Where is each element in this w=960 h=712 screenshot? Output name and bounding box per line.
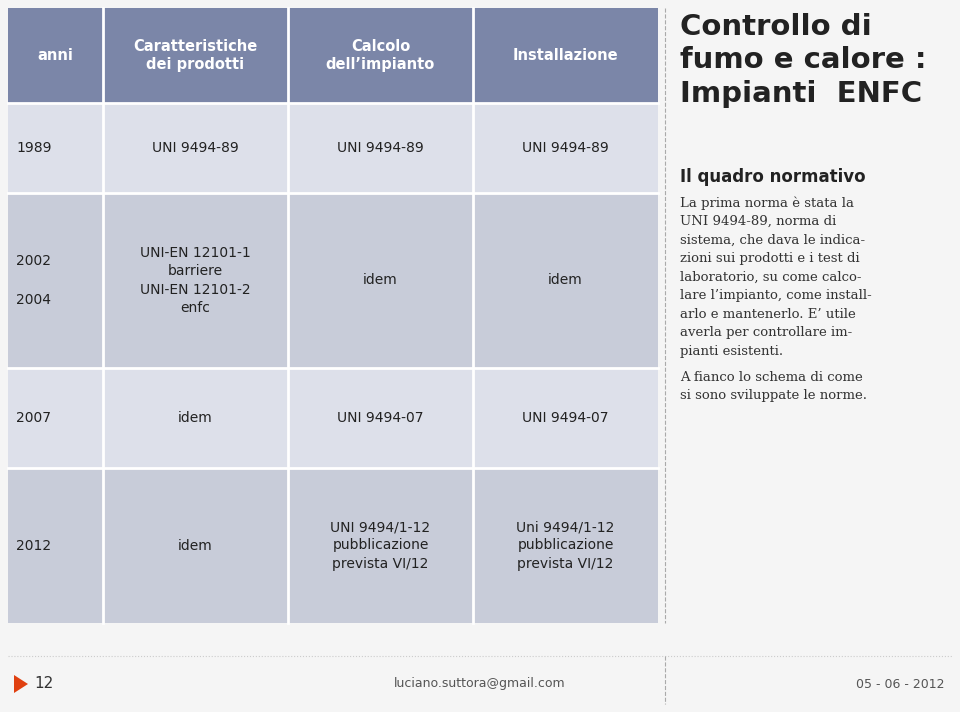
Text: Caratteristiche
dei prodotti: Caratteristiche dei prodotti xyxy=(133,38,257,73)
Text: 12: 12 xyxy=(34,676,53,691)
Text: UNI 9494-89: UNI 9494-89 xyxy=(337,141,424,155)
Text: UNI 9494-07: UNI 9494-07 xyxy=(522,411,609,425)
Text: Uni 9494/1-12
pubblicazione
prevista VI/12: Uni 9494/1-12 pubblicazione prevista VI/… xyxy=(516,520,614,571)
Text: Installazione: Installazione xyxy=(513,48,618,63)
Text: 2012: 2012 xyxy=(16,538,51,553)
Text: UNI-EN 12101-1
barriere
UNI-EN 12101-2
enfc: UNI-EN 12101-1 barriere UNI-EN 12101-2 e… xyxy=(140,246,251,315)
Text: 1989: 1989 xyxy=(16,141,52,155)
Text: Il quadro normativo: Il quadro normativo xyxy=(680,168,866,186)
Polygon shape xyxy=(14,675,28,693)
Text: A fianco lo schema di come
si sono sviluppate le norme.: A fianco lo schema di come si sono svilu… xyxy=(680,371,867,402)
Text: idem: idem xyxy=(179,411,213,425)
Text: UNI 9494-07: UNI 9494-07 xyxy=(337,411,423,425)
Text: Controllo di
fumo e calore :
Impianti  ENFC: Controllo di fumo e calore : Impianti EN… xyxy=(680,13,926,108)
Text: 2007: 2007 xyxy=(16,411,51,425)
Text: luciano.suttora@gmail.com: luciano.suttora@gmail.com xyxy=(395,678,565,691)
Bar xyxy=(8,193,658,368)
Text: idem: idem xyxy=(179,538,213,553)
Text: anni: anni xyxy=(37,48,73,63)
Text: idem: idem xyxy=(548,273,583,288)
Text: 2002

2004: 2002 2004 xyxy=(16,254,51,307)
Bar xyxy=(8,103,658,193)
Bar xyxy=(8,468,658,623)
Text: UNI 9494-89: UNI 9494-89 xyxy=(522,141,609,155)
Bar xyxy=(8,368,658,468)
Text: 05 - 06 - 2012: 05 - 06 - 2012 xyxy=(856,678,945,691)
Text: Calcolo
dell’impianto: Calcolo dell’impianto xyxy=(325,38,435,73)
Text: UNI 9494-89: UNI 9494-89 xyxy=(152,141,239,155)
Bar xyxy=(8,8,658,103)
Text: La prima norma è stata la
UNI 9494-89, norma di
sistema, che dava le indica-
zio: La prima norma è stata la UNI 9494-89, n… xyxy=(680,196,872,357)
Text: idem: idem xyxy=(363,273,397,288)
Text: UNI 9494/1-12
pubblicazione
prevista VI/12: UNI 9494/1-12 pubblicazione prevista VI/… xyxy=(330,520,431,571)
